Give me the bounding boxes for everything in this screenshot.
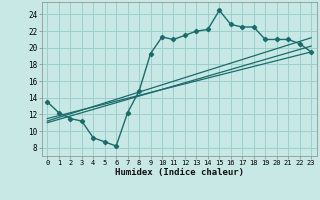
X-axis label: Humidex (Indice chaleur): Humidex (Indice chaleur) xyxy=(115,168,244,177)
